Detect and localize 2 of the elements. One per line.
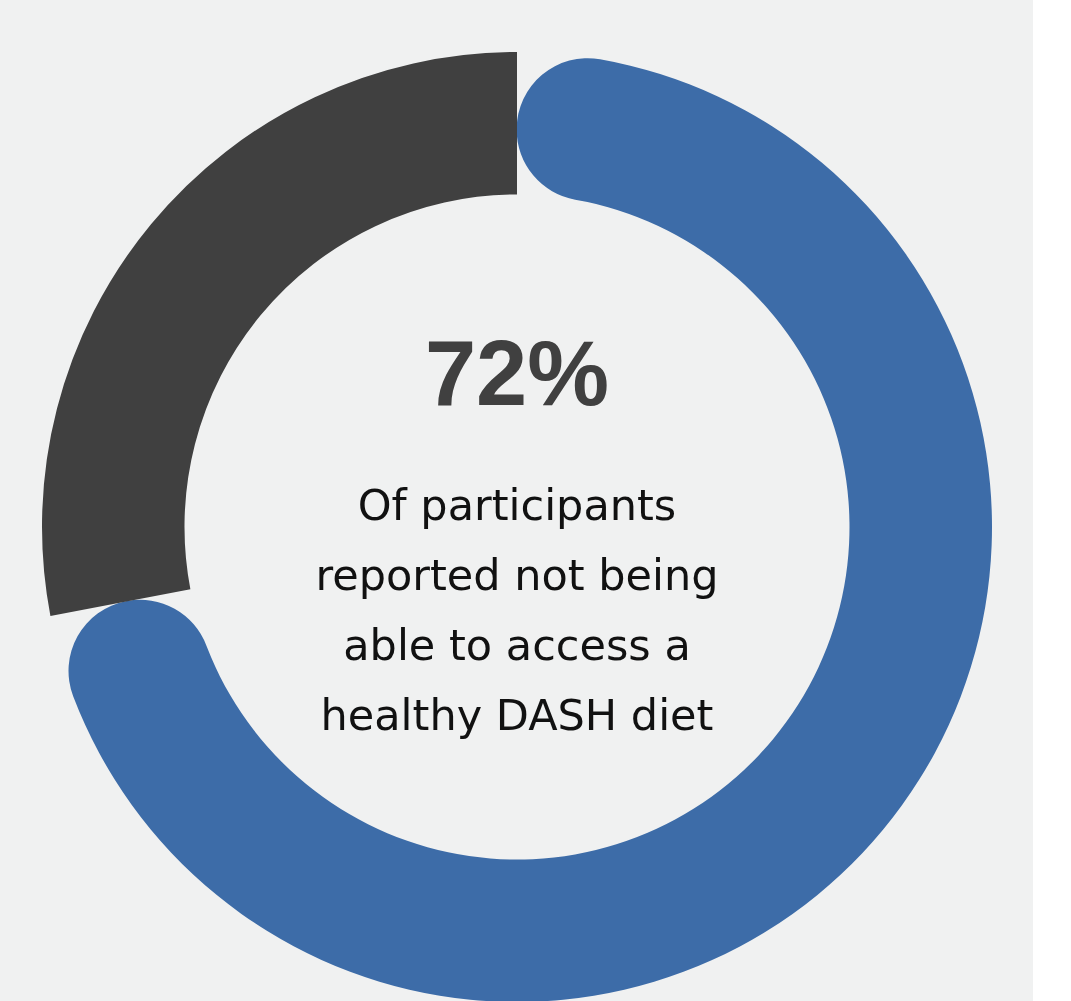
data-label: 72% — [424, 322, 610, 425]
text: Of participants reported not being able to access a healthy DASH diet — [314, 479, 720, 742]
